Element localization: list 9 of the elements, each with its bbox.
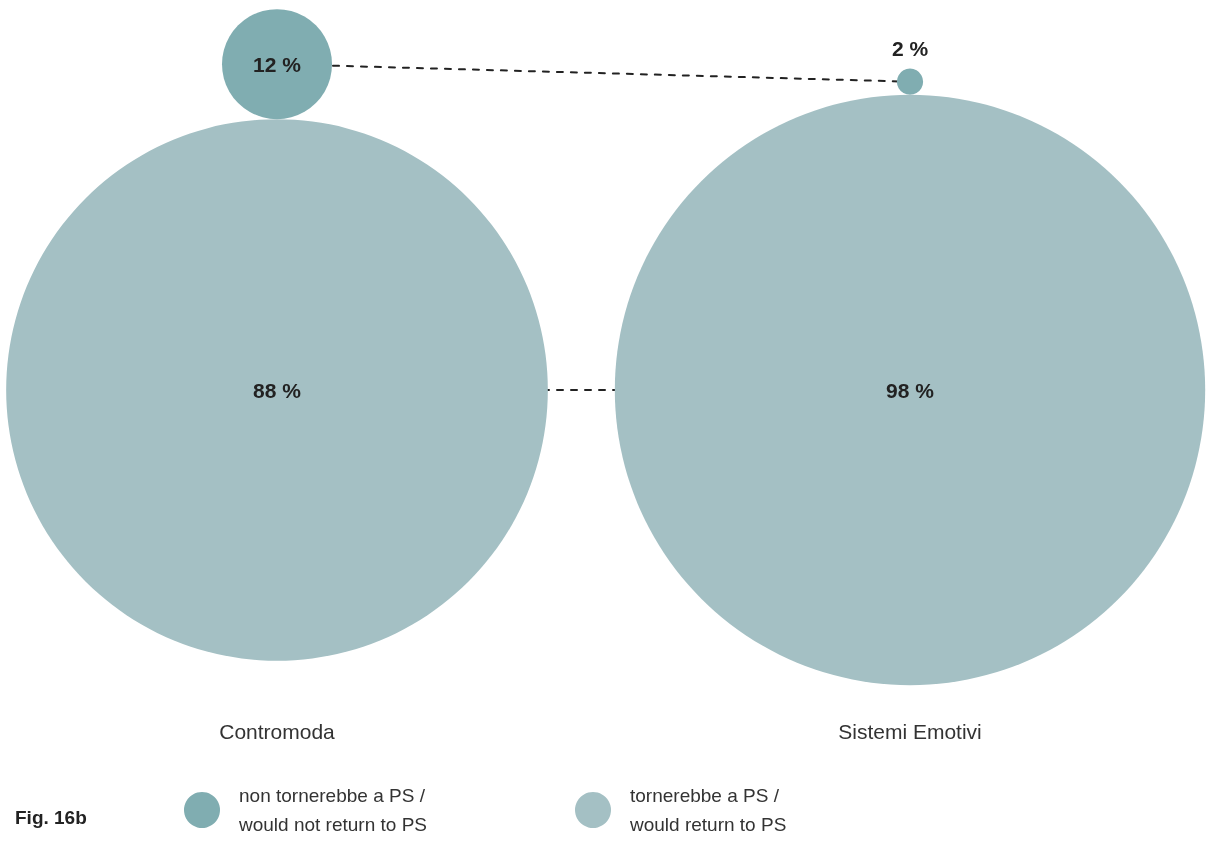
caption: Fig. 16b [15,807,87,828]
data-label: 12 % [253,52,302,76]
category-label: Contromoda [219,720,336,743]
category-label: Sistemi Emotivi [838,720,982,743]
legend-label: tornerebbe a PS / would return to PS [629,785,787,835]
data-label: 98 % [886,378,935,402]
data-label: 88 % [253,378,302,402]
data-label: 2 % [891,36,929,60]
legend-label: non tornerebbe a PS / would not return to PS [238,785,427,835]
